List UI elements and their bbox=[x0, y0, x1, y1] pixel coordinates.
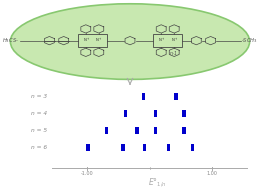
Text: -$SCH_3$: -$SCH_3$ bbox=[241, 36, 258, 45]
Text: n = 5: n = 5 bbox=[31, 128, 47, 133]
Bar bbox=[153, 34, 182, 47]
Bar bbox=[135, 127, 139, 134]
Bar bbox=[191, 144, 194, 151]
Bar bbox=[183, 127, 186, 134]
Text: n-1: n-1 bbox=[170, 51, 178, 56]
Text: N$^+$: N$^+$ bbox=[171, 36, 178, 44]
Bar bbox=[78, 34, 107, 47]
Ellipse shape bbox=[10, 4, 250, 79]
Bar bbox=[183, 110, 186, 117]
Bar bbox=[86, 144, 89, 151]
Bar bbox=[174, 93, 178, 100]
Text: N$^+$: N$^+$ bbox=[158, 36, 166, 44]
Text: N$^+$: N$^+$ bbox=[95, 36, 103, 44]
Text: n = 4: n = 4 bbox=[31, 111, 47, 116]
Bar bbox=[143, 144, 146, 151]
Text: -1.00: -1.00 bbox=[80, 171, 93, 176]
Bar bbox=[167, 144, 170, 151]
Bar bbox=[154, 127, 158, 134]
Text: N$^+$: N$^+$ bbox=[83, 36, 90, 44]
Text: $E°_{1/n}$: $E°_{1/n}$ bbox=[148, 176, 167, 189]
Bar bbox=[105, 127, 108, 134]
Text: 1.00: 1.00 bbox=[207, 171, 218, 176]
Text: n = 3: n = 3 bbox=[31, 94, 47, 99]
Bar bbox=[121, 144, 125, 151]
Bar bbox=[154, 110, 158, 117]
Text: $H_3CS$-: $H_3CS$- bbox=[2, 36, 19, 45]
Bar bbox=[141, 93, 145, 100]
Text: n = 6: n = 6 bbox=[31, 145, 47, 150]
Bar bbox=[124, 110, 127, 117]
